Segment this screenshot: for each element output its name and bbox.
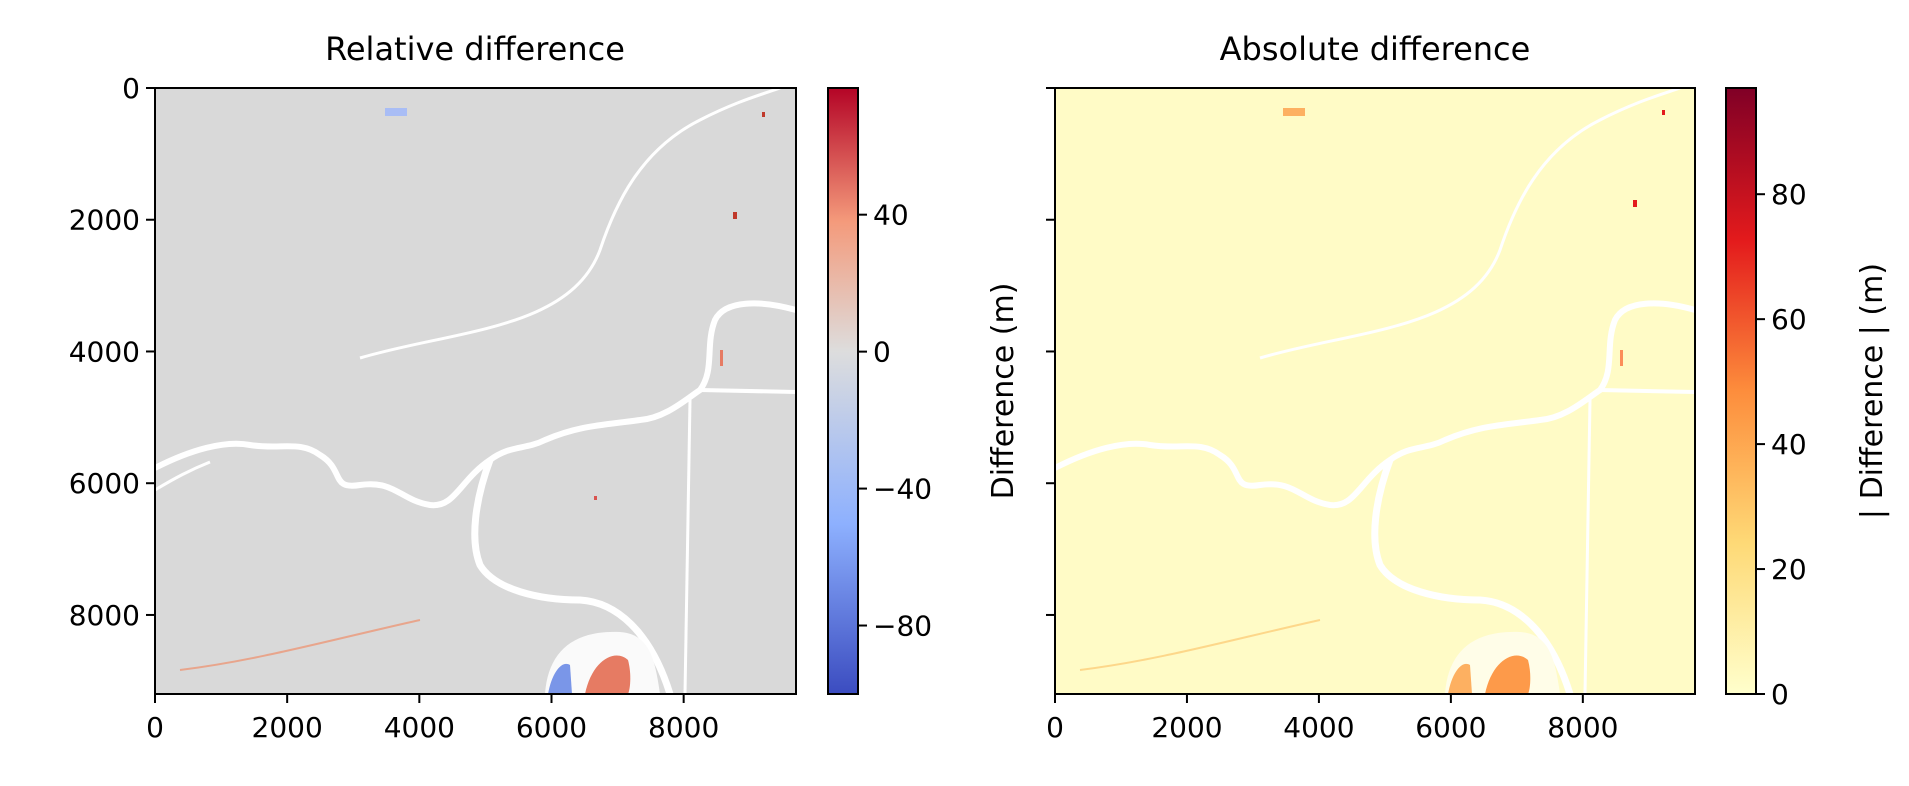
relative-colorbar-gradient [827, 87, 859, 695]
relative-y-tick-label: 8000 [69, 599, 140, 632]
relative-map-features [155, 88, 796, 694]
absolute-speck-red-1 [1633, 200, 1637, 207]
relative-plume-red [585, 655, 631, 694]
absolute-speck-red-3 [1620, 350, 1623, 366]
relative-y-tick-label: 0 [122, 72, 140, 105]
absolute-colorbar-label: | Difference | (m) [1855, 263, 1890, 519]
relative-channel-east [699, 388, 796, 394]
absolute-colorbar-gradient [1725, 87, 1757, 695]
relative-colorbar-ticks: −80 −40 0 40 [858, 199, 932, 643]
relative-speck-red-3 [762, 112, 765, 117]
relative-y-ticks: 0 2000 4000 6000 8000 [69, 72, 155, 632]
relative-map-background [155, 88, 796, 694]
relative-speck-red-1 [733, 212, 737, 219]
relative-chart-title: Relative difference [325, 30, 625, 68]
absolute-plume-orange-1 [1448, 663, 1472, 694]
relative-colorbar-tick-label: −80 [873, 610, 932, 643]
absolute-colorbar-tick-label: 80 [1771, 178, 1807, 211]
relative-difference-panel: Relative difference 0 2000 4000 6000 8000 0 2… [69, 30, 797, 744]
absolute-x-ticks: 0 2000 4000 6000 8000 [1046, 694, 1618, 744]
relative-y-tick-label: 4000 [69, 335, 140, 368]
relative-x-tick-label: 8000 [648, 711, 719, 744]
absolute-channel-east [1599, 388, 1695, 394]
relative-x-tick-label: 0 [146, 711, 164, 744]
relative-x-tick-label: 2000 [252, 711, 323, 744]
relative-y-tick-label: 2000 [69, 204, 140, 237]
relative-channel-west [155, 460, 211, 492]
absolute-colorbar-tick-label: 0 [1771, 678, 1789, 711]
absolute-y-ticks [1046, 87, 1055, 616]
relative-x-tick-label: 4000 [384, 711, 455, 744]
relative-colorbar-tick-label: 0 [873, 336, 891, 369]
absolute-river-south [1371, 458, 1574, 694]
absolute-chart-title: Absolute difference [1220, 30, 1531, 68]
relative-plume-blue [548, 663, 572, 694]
relative-speck-red-2 [594, 496, 597, 500]
relative-speck-blue [385, 108, 407, 116]
relative-colorbar-label: Difference (m) [986, 283, 1021, 500]
relative-y-tick-label: 6000 [69, 467, 140, 500]
relative-channel-north [359, 88, 781, 360]
relative-river-south [471, 458, 674, 694]
absolute-x-tick-label: 2000 [1151, 711, 1222, 744]
relative-colorbar-tick-label: −40 [873, 473, 932, 506]
absolute-colorbar-ticks: 0 20 40 60 80 [1756, 178, 1807, 711]
absolute-colorbar: 0 20 40 60 80 | Difference | (m) [1725, 87, 1890, 711]
relative-plot-frame [154, 87, 797, 695]
relative-canal [683, 399, 692, 694]
absolute-canal [1583, 399, 1592, 694]
relative-x-tick-label: 6000 [516, 711, 587, 744]
absolute-streak-south [1079, 619, 1321, 671]
absolute-plume-orange-2 [1485, 655, 1531, 694]
relative-colorbar: −80 −40 0 40 Difference (m) [827, 87, 1021, 695]
absolute-colorbar-tick-label: 20 [1771, 553, 1807, 586]
absolute-map-features [1055, 88, 1695, 694]
absolute-colorbar-tick-label: 40 [1771, 428, 1807, 461]
absolute-colorbar-tick-label: 60 [1771, 303, 1807, 336]
absolute-speck-red-2 [1662, 110, 1665, 115]
absolute-river [1055, 300, 1695, 509]
absolute-x-tick-label: 8000 [1547, 711, 1618, 744]
absolute-difference-panel: Absolute difference 0 2000 4000 6000 8000 [1046, 30, 1696, 744]
absolute-x-tick-label: 4000 [1283, 711, 1354, 744]
relative-river [155, 300, 796, 509]
relative-x-ticks: 0 2000 4000 6000 8000 [146, 694, 719, 744]
relative-speck-red-4 [720, 350, 723, 366]
absolute-map-background [1055, 88, 1695, 694]
absolute-speck-orange [1283, 108, 1305, 116]
relative-colorbar-tick-label: 40 [873, 199, 909, 232]
absolute-x-tick-label: 6000 [1415, 711, 1486, 744]
absolute-channel-north [1259, 88, 1681, 360]
absolute-x-tick-label: 0 [1046, 711, 1064, 744]
relative-streak-south [179, 619, 421, 671]
absolute-plot-frame [1054, 87, 1696, 695]
